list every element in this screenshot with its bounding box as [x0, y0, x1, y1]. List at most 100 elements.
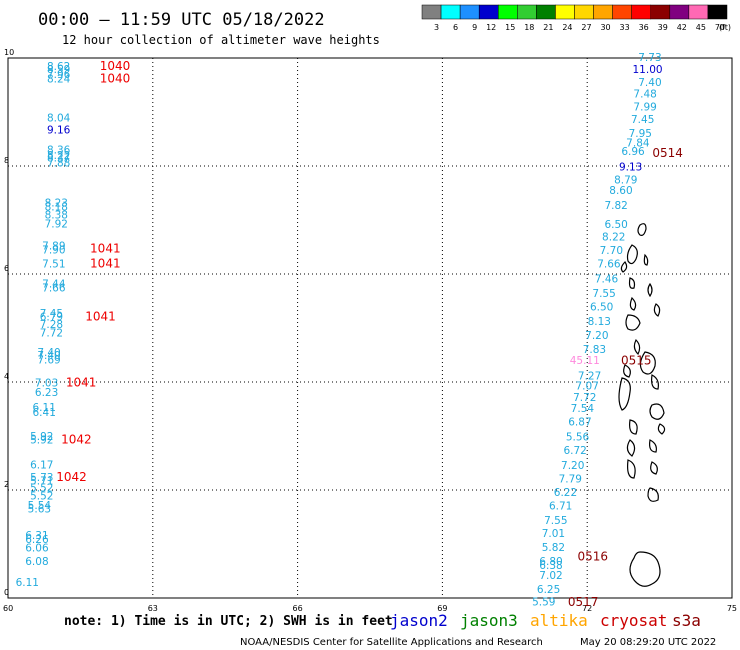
- color-scale-unit: (ft): [719, 23, 731, 32]
- pass-time-label: 1041: [66, 375, 97, 389]
- swh-value: 7.96: [47, 69, 71, 81]
- swh-value: 7.40: [37, 350, 60, 362]
- y-tick-label: 4: [4, 372, 9, 381]
- color-swatch: [688, 4, 709, 20]
- swh-value: 7.66: [42, 282, 66, 294]
- swh-value: 8.37: [47, 153, 70, 165]
- x-tick-label: 63: [148, 604, 158, 613]
- satellite-name: jason3: [460, 611, 518, 630]
- swh-value: 8.62: [47, 61, 70, 73]
- swh-value: 7.79: [559, 473, 582, 485]
- swh-value: 7.84: [626, 138, 650, 150]
- color-swatch: [574, 4, 594, 20]
- x-tick-label: 60: [3, 604, 13, 613]
- swh-value: 7.27: [578, 370, 601, 382]
- pass-time-label: 0515: [621, 354, 652, 368]
- swh-value: 6.80: [539, 556, 562, 568]
- swh-value: 7.55: [592, 288, 615, 300]
- pass-time-label: 1041: [90, 241, 121, 255]
- swh-value: 7.03: [35, 377, 58, 389]
- swh-value: 5.71: [30, 476, 53, 488]
- swh-value: 7.54: [571, 403, 595, 415]
- swh-value: 7.69: [37, 355, 60, 367]
- island-outlines: [618, 223, 666, 587]
- swh-value: 7.95: [629, 128, 652, 140]
- x-tick-label: 75: [727, 604, 737, 613]
- color-scale-label: 30: [600, 23, 610, 32]
- satellite-name: s3a: [672, 611, 701, 630]
- swh-value: 7.20: [585, 330, 608, 342]
- color-swatch: [650, 4, 671, 20]
- color-swatch: [612, 4, 632, 20]
- footnote: note: 1) Time is in UTC; 2) SWH is in fe…: [64, 614, 393, 629]
- swh-value: 6.71: [549, 500, 572, 512]
- pass-time-label: 0517: [568, 595, 599, 609]
- swh-value: 8.24: [47, 73, 71, 85]
- swh-value: 5.52: [30, 491, 53, 503]
- swh-value: 7.48: [633, 88, 656, 100]
- swh-value: 6.41: [33, 407, 56, 419]
- x-tick-labels: 60 63 66 69 72 75: [3, 604, 737, 613]
- y-tick-label: 8: [4, 156, 9, 165]
- swh-value: 6.87: [568, 417, 591, 429]
- swh-value: 5.56: [566, 431, 590, 443]
- swh-value: 8.23: [45, 198, 68, 210]
- swh-value: 8.13: [588, 316, 611, 328]
- color-scale-label: 24: [562, 23, 572, 32]
- swh-value: 7.88: [47, 158, 70, 170]
- swh-value: 7.73: [638, 52, 661, 64]
- swh-value: 7.28: [40, 319, 63, 331]
- color-scale-label: 12: [486, 23, 496, 32]
- color-swatch: [707, 4, 728, 20]
- color-swatch: [631, 4, 651, 20]
- chart-subtitle: 12 hour collection of altimeter wave hei…: [62, 33, 380, 47]
- swh-value: 7.90: [42, 244, 65, 256]
- color-scale-label: 27: [581, 23, 591, 32]
- satellite-name: jason2: [390, 611, 448, 630]
- swh-value: 9.13: [619, 161, 642, 173]
- y-tick-label: 2: [4, 480, 9, 489]
- color-scale-label: 3: [434, 23, 439, 32]
- swh-value: 8.22: [47, 150, 70, 162]
- swh-value: 7.20: [561, 460, 584, 472]
- swh-value: 6.08: [25, 556, 48, 568]
- swh-value: 5.54: [28, 500, 52, 512]
- color-scale-label: 45: [696, 23, 706, 32]
- swh-value: 7.51: [42, 259, 65, 271]
- grid-lines: [8, 58, 732, 598]
- swh-value: 5.82: [542, 542, 565, 554]
- pass-time-label: 1042: [56, 470, 87, 484]
- color-swatch: [669, 4, 690, 20]
- swh-value: 8.79: [614, 174, 637, 186]
- color-swatch: [498, 4, 518, 20]
- pass-time-label: 0516: [578, 550, 609, 564]
- plot-frame: [7, 57, 733, 599]
- swh-value: 6.50: [604, 219, 627, 231]
- color-scale-label: 39: [658, 23, 668, 32]
- satellite-legend: jason2 jason3 altika cryosat s3a: [390, 611, 701, 630]
- swh-value: 5.73: [30, 472, 53, 484]
- swh-value: 7.72: [573, 392, 596, 404]
- swh-value: 7.82: [604, 200, 627, 212]
- color-scale-label: 36: [639, 23, 649, 32]
- swh-value: 7.83: [583, 344, 606, 356]
- color-scale-label: 9: [472, 23, 477, 32]
- swh-value: 5.92: [30, 431, 53, 443]
- swh-value: 9.16: [47, 125, 71, 137]
- color-swatch: [440, 4, 461, 20]
- color-scale-label: 42: [677, 23, 687, 32]
- color-scale-label: 15: [505, 23, 515, 32]
- swh-value: 8.38: [45, 209, 68, 221]
- pass-time-label: 1041: [85, 309, 116, 323]
- swh-value: 7.02: [539, 570, 562, 582]
- swh-value: 7.55: [544, 515, 567, 527]
- color-scale-label: 70: [715, 23, 725, 32]
- y-tick-label: 10: [4, 48, 14, 57]
- swh-value: 7.99: [633, 101, 656, 113]
- color-swatch: [555, 4, 575, 20]
- swh-value: 45.11: [570, 355, 600, 367]
- x-tick-label: 72: [582, 604, 592, 613]
- swh-value: 8.18: [45, 201, 68, 213]
